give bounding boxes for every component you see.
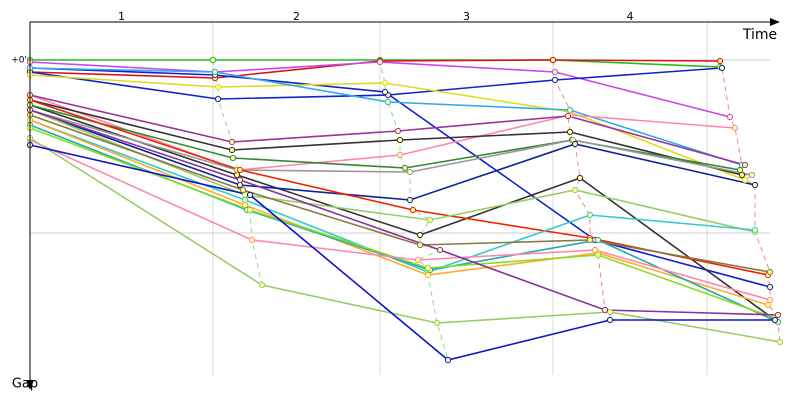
point bbox=[776, 338, 784, 346]
point bbox=[433, 319, 441, 327]
point bbox=[236, 176, 244, 184]
point bbox=[766, 268, 774, 276]
point bbox=[736, 166, 744, 174]
lap-connector bbox=[552, 59, 611, 320]
point bbox=[214, 95, 222, 103]
point bbox=[241, 196, 249, 204]
lap-label: 1 bbox=[118, 10, 125, 23]
point bbox=[248, 236, 256, 244]
point bbox=[591, 246, 599, 254]
point bbox=[381, 79, 389, 87]
point bbox=[718, 64, 726, 72]
point bbox=[551, 76, 559, 84]
point bbox=[211, 68, 219, 76]
point bbox=[396, 151, 404, 159]
point bbox=[376, 58, 384, 66]
x-axis-label: Time bbox=[742, 27, 777, 43]
point bbox=[586, 211, 594, 219]
y-axis-label: Gap bbox=[12, 377, 38, 392]
point bbox=[551, 68, 559, 76]
point bbox=[549, 56, 557, 64]
point bbox=[424, 264, 432, 272]
point bbox=[416, 241, 424, 249]
point bbox=[576, 174, 584, 182]
point bbox=[586, 236, 594, 244]
lap-label: 3 bbox=[463, 10, 470, 23]
lap-connectors bbox=[212, 59, 781, 361]
point bbox=[426, 216, 434, 224]
point bbox=[444, 356, 452, 364]
point bbox=[738, 171, 746, 179]
point bbox=[564, 112, 572, 120]
point bbox=[214, 83, 222, 91]
point bbox=[716, 57, 724, 65]
series-line bbox=[29, 99, 769, 276]
point bbox=[401, 164, 409, 172]
point bbox=[236, 166, 244, 174]
point bbox=[241, 201, 249, 209]
point bbox=[726, 113, 734, 121]
point bbox=[766, 283, 774, 291]
point bbox=[416, 231, 424, 239]
point bbox=[209, 56, 217, 64]
point bbox=[406, 168, 414, 176]
point bbox=[606, 308, 614, 316]
point bbox=[236, 181, 244, 189]
lap-label: 2 bbox=[293, 10, 300, 23]
point bbox=[566, 128, 574, 136]
series-lines bbox=[29, 59, 781, 361]
series-line bbox=[29, 67, 771, 288]
y-tick-label: +0' bbox=[11, 56, 27, 66]
series-line bbox=[29, 94, 746, 166]
point bbox=[751, 181, 759, 189]
point bbox=[566, 106, 574, 114]
point bbox=[741, 176, 749, 184]
point bbox=[571, 186, 579, 194]
point bbox=[381, 88, 389, 96]
point bbox=[731, 124, 739, 132]
point bbox=[384, 98, 392, 106]
point bbox=[246, 206, 254, 214]
point bbox=[228, 138, 236, 146]
point bbox=[606, 316, 614, 324]
point bbox=[239, 186, 247, 194]
point bbox=[571, 140, 579, 148]
point bbox=[258, 281, 266, 289]
point bbox=[406, 196, 414, 204]
point bbox=[771, 316, 779, 324]
point bbox=[751, 226, 759, 234]
point bbox=[228, 146, 236, 154]
point bbox=[409, 206, 417, 214]
point bbox=[394, 127, 402, 135]
point bbox=[233, 171, 241, 179]
series-line bbox=[29, 119, 769, 306]
point bbox=[436, 246, 444, 254]
x-axis-arrow bbox=[770, 18, 780, 26]
point bbox=[594, 251, 602, 259]
point bbox=[748, 171, 756, 179]
point bbox=[594, 236, 602, 244]
y-axis-arrow bbox=[26, 380, 34, 390]
point bbox=[246, 191, 254, 199]
lap-label: 4 bbox=[627, 10, 634, 23]
point bbox=[396, 136, 404, 144]
point bbox=[764, 301, 772, 309]
point bbox=[241, 191, 249, 199]
point bbox=[229, 154, 237, 162]
point bbox=[414, 256, 422, 264]
point bbox=[774, 311, 782, 319]
point bbox=[601, 306, 609, 314]
point bbox=[766, 296, 774, 304]
point bbox=[424, 271, 432, 279]
point bbox=[741, 161, 749, 169]
